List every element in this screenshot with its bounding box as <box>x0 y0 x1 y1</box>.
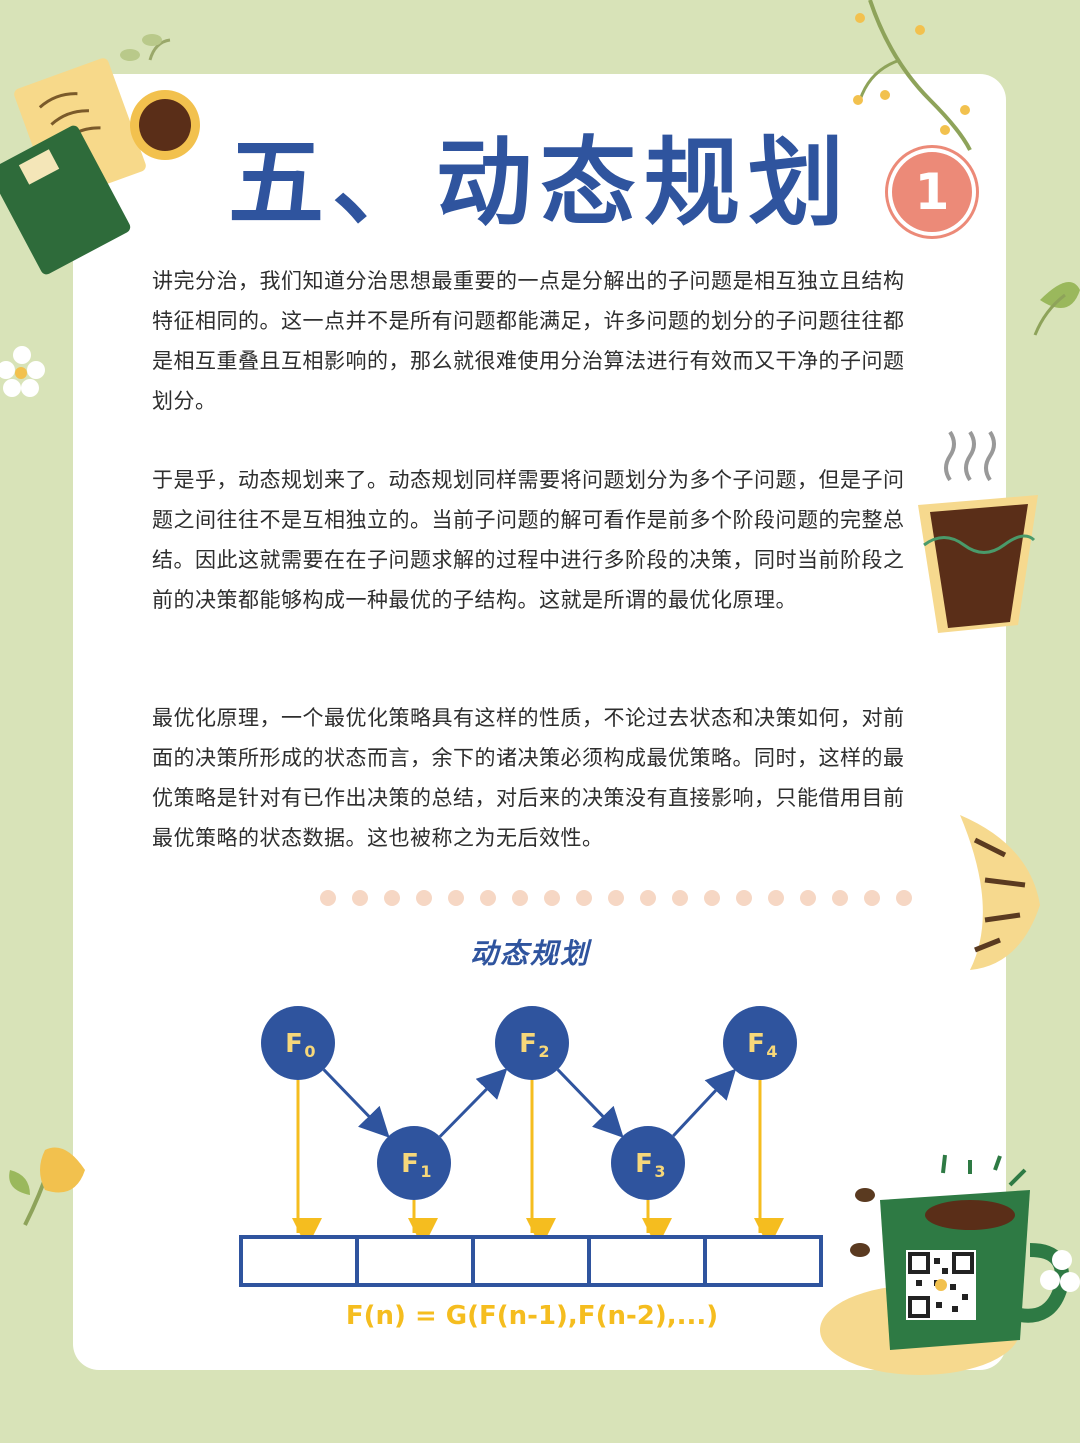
table-cell-0 <box>239 1235 359 1287</box>
steaming-cup-icon <box>918 430 1038 633</box>
node-subscript: 1 <box>420 1162 431 1181</box>
croissant-icon <box>960 815 1040 970</box>
node-subscript: 0 <box>304 1042 315 1061</box>
node-subscript: 4 <box>766 1042 777 1061</box>
page-number-badge: 1 <box>888 148 976 236</box>
flower-icon <box>0 346 45 397</box>
node-label: F <box>401 1149 419 1179</box>
qr-code-icon[interactable] <box>906 1250 976 1320</box>
diagram-title: 动态规划 <box>469 937 590 970</box>
leaf-icon <box>1033 282 1080 336</box>
node-label: F <box>635 1149 653 1179</box>
table-cell-1 <box>355 1235 475 1287</box>
page-title: 五、动态规划 <box>228 127 852 239</box>
transition-arrow-3 <box>672 1068 737 1137</box>
transition-arrow-0 <box>322 1068 390 1138</box>
paragraph-dynamic-programming: 于是乎，动态规划来了。动态规划同样需要将问题划分为多个子问题，但是子问题之间往往… <box>152 468 905 612</box>
paragraph-optimality-principle: 最优化原理，一个最优化策略具有这样的性质，不论过去状态和决策如何，对前面的决策所… <box>152 706 905 850</box>
tulip-icon <box>9 1147 85 1226</box>
table-cell-2 <box>471 1235 591 1287</box>
node-subscript: 2 <box>538 1042 549 1061</box>
paragraph-intro: 讲完分治，我们知道分治思想最重要的一点是分解出的子问题是相互独立且结构特征相同的… <box>152 269 905 413</box>
transition-arrow-1 <box>438 1067 508 1138</box>
transition-arrow-2 <box>556 1068 624 1138</box>
node-label: F <box>747 1029 765 1059</box>
table-cell-4 <box>703 1235 823 1287</box>
node-label: F <box>519 1029 537 1059</box>
content-card <box>73 74 1006 1370</box>
notebook-icon <box>0 58 146 275</box>
dot-divider <box>320 890 912 906</box>
recurrence-formula: F(n) = G(F(n-1),F(n-2),...) <box>346 1301 718 1331</box>
table-cell-3 <box>587 1235 707 1287</box>
node-label: F <box>285 1029 303 1059</box>
branch-icon <box>853 0 972 151</box>
node-subscript: 3 <box>654 1162 665 1181</box>
coffee-cup-icon <box>120 34 200 160</box>
